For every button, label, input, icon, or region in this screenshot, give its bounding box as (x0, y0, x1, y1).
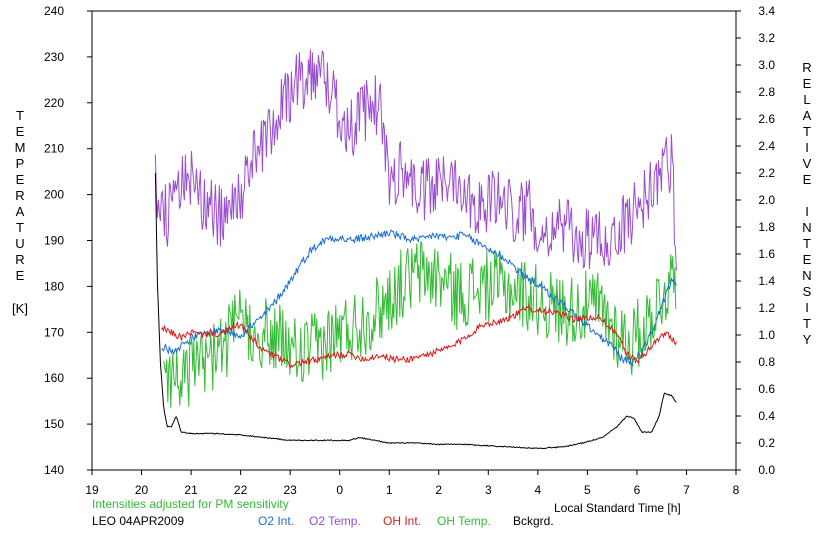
y-right-tick-label: 0.0 (758, 463, 775, 477)
y-right-tick-label: 3.2 (758, 31, 775, 45)
left-axis-title: T E M P E R A T U R E [K] (12, 108, 28, 316)
axes-layer: 19 20 21 22 23 0 1 2 3 4 5 6 7 8140150160170180190200… (44, 4, 775, 497)
y-right-tick-label: 1.8 (758, 220, 775, 234)
y-right-tick-label: 0.2 (758, 436, 775, 450)
temperature-letter: R (15, 188, 24, 203)
relative-letter: L (803, 92, 810, 107)
x-tick-label: 1 (386, 483, 393, 497)
intensity-letter: I (805, 204, 809, 219)
series-layer (154, 49, 677, 450)
y-right-tick-label: 1.0 (758, 328, 775, 342)
y-right-tick-label: 1.6 (758, 247, 775, 261)
series-bckgrd-line (154, 172, 677, 450)
x-tick-label: 7 (683, 483, 690, 497)
temperature-letter: T (16, 108, 24, 123)
x-tick-label: 0 (336, 483, 343, 497)
relative-letter: I (805, 140, 809, 155)
y-right-tick-label: 0.6 (758, 382, 775, 396)
y-right-tick-label: 3.0 (758, 58, 775, 72)
temperature-letter: U (15, 236, 24, 251)
y-left-tick-label: 150 (44, 417, 64, 431)
relative-letter: R (802, 60, 811, 75)
intensity-letter: N (802, 268, 811, 283)
y-right-tick-label: 3.4 (758, 4, 775, 18)
station-label: LEO 04APR2009 (92, 514, 184, 528)
y-right-tick-label: 1.2 (758, 301, 775, 315)
y-right-tick-label: 0.4 (758, 409, 775, 423)
intensity-letter: T (803, 236, 811, 251)
x-tick-label: 2 (435, 483, 442, 497)
series-o2-temp-line (154, 49, 677, 271)
temperature-letter: R (15, 252, 24, 267)
relative-letter: V (803, 156, 812, 171)
y-right-tick-label: 1.4 (758, 274, 775, 288)
x-tick-label: 23 (283, 483, 297, 497)
y-left-tick-label: 240 (44, 4, 64, 18)
intensity-letter: I (805, 300, 809, 315)
temperature-unit: [K] (12, 301, 28, 316)
y-right-tick-label: 2.0 (758, 193, 775, 207)
y-left-tick-label: 180 (44, 279, 64, 293)
y-left-tick-label: 140 (44, 463, 64, 477)
right-axis-title: R E L A T I V E I N T E N S I T Y (802, 60, 811, 347)
y-right-tick-label: 2.2 (758, 166, 775, 180)
y-left-tick-label: 230 (44, 50, 64, 64)
intensity-letter: N (802, 220, 811, 235)
intensity-letter: S (803, 284, 812, 299)
temperature-letter: E (16, 124, 25, 139)
legend-o2-intensity: O2 Int. (258, 514, 294, 528)
temperature-letter: M (15, 140, 26, 155)
legend-oh-intensity: OH Int. (383, 514, 421, 528)
plot-frame (91, 10, 737, 471)
relative-letter: A (803, 108, 812, 123)
temperature-letter: A (16, 204, 25, 219)
y-right-tick-label: 2.4 (758, 139, 775, 153)
x-tick-label: 22 (234, 483, 248, 497)
intensity-letter: T (803, 316, 811, 331)
x-axis-title: Local Standard Time [h] (554, 501, 681, 515)
temperature-letter: P (16, 156, 25, 171)
y-right-tick-label: 0.8 (758, 355, 775, 369)
relative-letter: E (803, 76, 812, 91)
x-tick-label: 5 (584, 483, 591, 497)
temperature-letter: T (16, 220, 24, 235)
legend-o2-temperature: O2 Temp. (309, 514, 361, 528)
series-oh-int-line (160, 304, 677, 369)
intensity-letter: E (803, 252, 812, 267)
y-left-tick-label: 190 (44, 234, 64, 248)
y-left-tick-label: 220 (44, 96, 64, 110)
y-left-tick-label: 200 (44, 188, 64, 202)
series-oh-temp-line (163, 241, 677, 408)
x-tick-label: 20 (135, 483, 149, 497)
legend: O2 Int. O2 Temp. OH Int. OH Temp. Bckgrd… (258, 514, 554, 528)
y-right-tick-label: 2.6 (758, 112, 775, 126)
legend-oh-temperature: OH Temp. (437, 514, 491, 528)
x-tick-label: 19 (85, 483, 99, 497)
x-tick-label: 8 (733, 483, 740, 497)
intensity-letter: Y (803, 332, 812, 347)
temperature-letter: E (16, 172, 25, 187)
x-tick-label: 3 (485, 483, 492, 497)
relative-letter: E (803, 172, 812, 187)
y-left-tick-label: 160 (44, 371, 64, 385)
y-right-tick-label: 2.8 (758, 85, 775, 99)
sensitivity-note: Intensities adjusted for PM sensitivity (92, 497, 289, 511)
y-left-tick-label: 210 (44, 142, 64, 156)
x-tick-label: 4 (535, 483, 542, 497)
legend-background: Bckgrd. (513, 514, 554, 528)
temperature-letter: E (16, 268, 25, 283)
x-tick-label: 21 (184, 483, 198, 497)
y-left-tick-label: 170 (44, 325, 64, 339)
x-tick-label: 6 (634, 483, 641, 497)
relative-letter: T (803, 124, 811, 139)
